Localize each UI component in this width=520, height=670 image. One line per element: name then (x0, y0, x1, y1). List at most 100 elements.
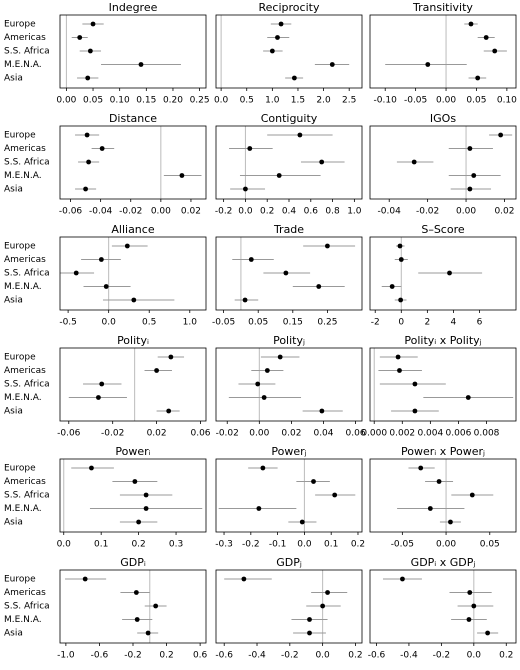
category-label: S.S. Africa (4, 47, 50, 57)
category-label: Asia (4, 185, 23, 195)
x-tick-label: 0.10 (497, 96, 517, 106)
category-label: Europe (4, 131, 36, 141)
x-tick-label: 0.0 (57, 540, 72, 550)
x-tick-label: -0.04 (378, 207, 402, 217)
x-tick-label: 0.06 (190, 429, 210, 439)
x-tick-label: -0.10 (374, 96, 398, 106)
point-estimate (241, 576, 247, 582)
point-estimate (269, 48, 275, 54)
point-estimate (485, 630, 491, 636)
point-estimate (483, 35, 489, 40)
panel-frame (369, 14, 517, 89)
x-tick-label: -1.0 (57, 651, 75, 661)
x-tick-label: 2.0 (316, 96, 331, 106)
category-label: S.S. Africa (4, 158, 50, 168)
category-label: Americas (4, 477, 46, 487)
category-label: Europe (4, 353, 36, 363)
x-tick-label: 0.10 (110, 96, 130, 106)
category-label: M.E.N.A. (4, 615, 42, 625)
x-tick-label: 0.6 (193, 651, 208, 661)
panel-title: Transitivity (412, 1, 473, 14)
category-label: M.E.N.A. (4, 504, 42, 514)
x-tick-label: -2 (371, 318, 380, 328)
point-estimate (276, 173, 282, 178)
point-estimate (143, 506, 149, 511)
point-estimate (275, 35, 280, 40)
point-estimate (307, 630, 312, 636)
panel-title: Trade (273, 223, 304, 236)
x-tick-label: 0.6 (304, 207, 319, 217)
x-tick-label: 0.02 (181, 207, 201, 217)
x-tick-label: 0.2 (351, 540, 365, 550)
category-label: M.E.N.A. (4, 282, 42, 292)
x-tick-label: -0.6 (368, 651, 386, 661)
x-tick-label: 1.0 (347, 207, 362, 217)
category-label: Americas (4, 33, 46, 43)
panel-frame (59, 458, 207, 533)
point-estimate (261, 395, 267, 400)
x-tick-label: -0.5 (59, 318, 77, 328)
x-tick-label: 0.2 (131, 540, 145, 550)
panel-title: GDPⱼ (276, 556, 302, 569)
x-tick-label: 0.0 (214, 96, 229, 106)
point-estimate (469, 492, 475, 498)
x-tick-label: -0.05 (391, 540, 414, 550)
point-estimate (73, 270, 79, 276)
category-label: Asia (4, 74, 23, 84)
point-estimate (131, 297, 137, 303)
category-label: Asia (4, 296, 23, 306)
panel-title: Alliance (111, 223, 154, 236)
x-tick-label: -0.05 (212, 318, 235, 328)
point-estimate (291, 75, 297, 81)
panel-title: Polityᵢ x Polityⱼ (404, 334, 481, 347)
x-tick-label: -0.2 (124, 651, 142, 661)
panel-frame (215, 458, 363, 533)
x-tick-label: 0.0 (315, 651, 330, 661)
point-estimate (90, 21, 96, 27)
x-tick-label: -0.02 (101, 429, 124, 439)
point-estimate (398, 257, 404, 262)
x-tick-label: 0.0 (297, 540, 312, 550)
category-label: M.E.N.A. (4, 60, 42, 70)
category-label: Europe (4, 575, 36, 585)
x-tick-label: 0.8 (325, 207, 340, 217)
x-tick-label: 0.5 (142, 318, 156, 328)
panel-frame (215, 14, 363, 89)
x-tick-label: 0.00 (249, 429, 269, 439)
panel-frame (369, 569, 517, 644)
x-tick-label: 0.04 (313, 429, 333, 439)
point-estimate (85, 75, 91, 81)
point-estimate (475, 75, 481, 81)
point-estimate (411, 159, 417, 165)
x-tick-label: -0.4 (248, 651, 266, 661)
panel-frame (59, 14, 207, 89)
point-estimate (427, 506, 433, 511)
x-tick-label: 1.5 (291, 96, 305, 106)
point-estimate (319, 408, 325, 414)
x-tick-label: -0.2 (242, 540, 260, 550)
point-estimate (467, 590, 473, 595)
point-estimate (283, 270, 289, 276)
point-estimate (307, 617, 312, 622)
panel-title: Powerᵢ x Powerⱼ (401, 445, 485, 458)
x-tick-label: -0.6 (91, 651, 109, 661)
category-label: Americas (4, 588, 46, 598)
panel-title: Polityᵢ (117, 334, 149, 347)
category-label: Asia (4, 629, 23, 639)
x-tick-label: -0.2 (281, 651, 299, 661)
panel-title: Powerⱼ (271, 445, 306, 458)
x-tick-label: 0.02 (281, 429, 301, 439)
point-estimate (425, 62, 431, 67)
point-estimate (145, 630, 151, 636)
x-tick-label: 0.2 (260, 207, 274, 217)
x-tick-label: 0.06 (346, 429, 366, 439)
panel-title: S–Score (421, 223, 465, 236)
point-estimate (86, 159, 91, 165)
point-estimate (397, 368, 402, 373)
x-tick-label: -0.02 (119, 207, 142, 217)
x-tick-label: 0 (398, 318, 404, 328)
point-estimate (260, 465, 266, 471)
x-tick-label: 0.0 (238, 207, 253, 217)
category-label: M.E.N.A. (4, 171, 42, 181)
x-tick-label: 1.0 (183, 318, 198, 328)
